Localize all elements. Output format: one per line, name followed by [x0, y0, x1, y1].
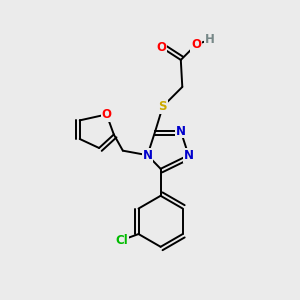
Text: O: O [101, 108, 112, 121]
Text: S: S [159, 100, 167, 113]
Text: N: N [176, 124, 186, 137]
Text: N: N [184, 149, 194, 162]
Text: Cl: Cl [116, 233, 128, 247]
Text: N: N [142, 149, 152, 162]
Text: O: O [191, 38, 201, 51]
Text: H: H [205, 33, 215, 46]
Text: O: O [156, 41, 166, 54]
